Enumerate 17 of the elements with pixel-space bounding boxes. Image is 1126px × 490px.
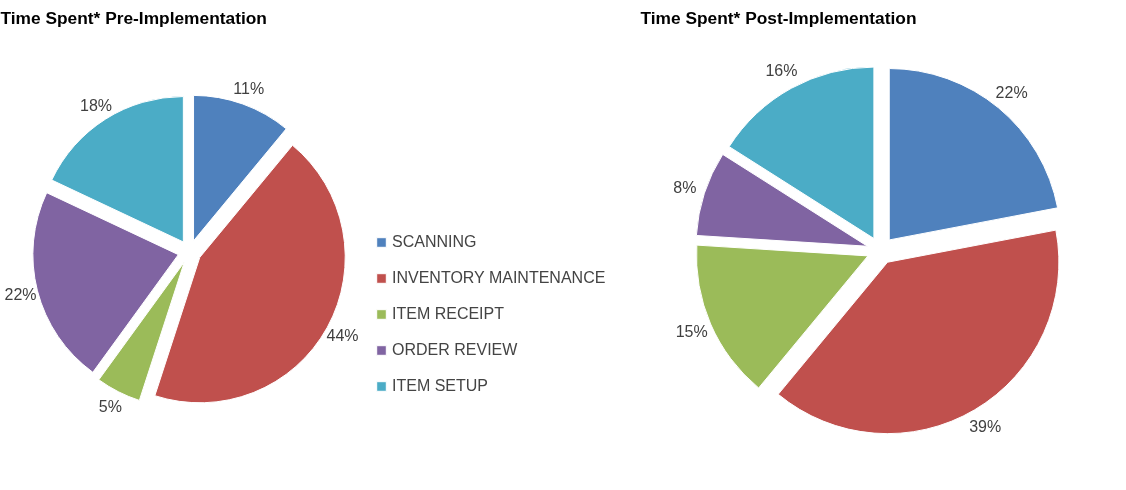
chart-title: Time Spent* Post-Implementation bbox=[640, 7, 917, 28]
chart-title: Time Spent* Pre-Implementation bbox=[0, 7, 267, 28]
data-label: 22% bbox=[4, 286, 37, 304]
data-label: 18% bbox=[80, 96, 113, 114]
data-label: 39% bbox=[969, 418, 1002, 436]
legend-label: INVENTORY MAINTENANCE bbox=[392, 269, 606, 287]
data-label: 22% bbox=[995, 84, 1028, 102]
data-label: 8% bbox=[673, 178, 697, 196]
legend-label: ITEM SETUP bbox=[392, 377, 489, 395]
data-label: 11% bbox=[233, 79, 265, 97]
legend-label: ITEM RECEIPT bbox=[392, 305, 505, 323]
legend-label: SCANNING bbox=[392, 233, 477, 251]
data-label: 15% bbox=[675, 323, 708, 341]
data-label: 16% bbox=[765, 62, 798, 80]
legend-label: ORDER REVIEW bbox=[392, 341, 518, 359]
data-label: 44% bbox=[326, 326, 359, 344]
data-label: 5% bbox=[98, 398, 122, 416]
